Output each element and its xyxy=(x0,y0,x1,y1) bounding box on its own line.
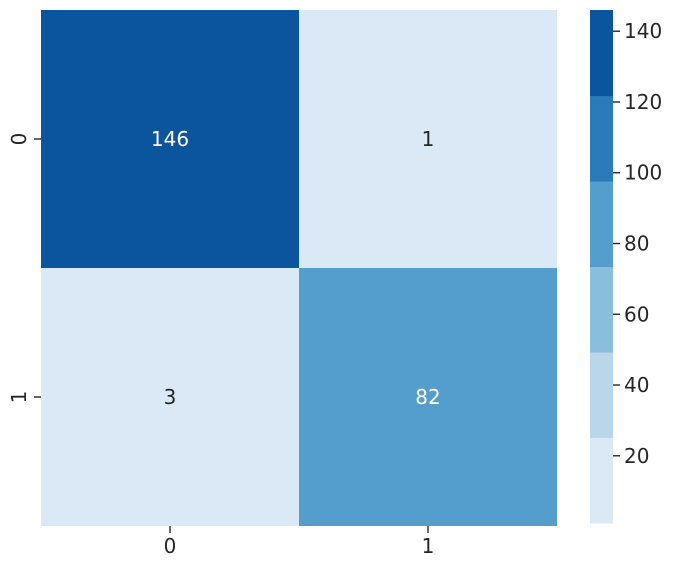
y-tick-label-1: 1 xyxy=(7,391,31,404)
colorbar-tick-label-4: 100 xyxy=(624,161,662,185)
colorbar-band-4 xyxy=(590,95,613,182)
y-axis: 01 xyxy=(7,133,41,404)
heatmap-cells xyxy=(41,10,557,526)
heatmap-cell-0-0 xyxy=(41,10,299,268)
colorbar-band-2 xyxy=(590,266,613,353)
colorbar-band-5 xyxy=(590,10,613,97)
x-tick-label-1: 1 xyxy=(422,534,435,558)
cell-value-label-0-1: 1 xyxy=(422,127,435,151)
colorbar-tick-label-6: 140 xyxy=(624,19,662,43)
colorbar-tick-label-5: 120 xyxy=(624,90,662,114)
y-tick-label-0: 0 xyxy=(7,133,31,146)
cell-value-label-1-1: 82 xyxy=(415,385,440,409)
cell-value-label-1-0: 3 xyxy=(164,385,177,409)
colorbar-tick-label-3: 80 xyxy=(624,232,649,256)
heatmap-cell-1-1 xyxy=(299,268,557,526)
heatmap-cell-1-0 xyxy=(41,268,299,526)
colorbar-band-3 xyxy=(590,180,613,268)
heatmap-cell-labels: 146 1 3 82 xyxy=(151,127,441,409)
colorbar-band-1 xyxy=(590,352,613,439)
heatmap-cell-0-1 xyxy=(299,10,557,268)
colorbar-band-0 xyxy=(590,437,613,524)
x-tick-label-0: 0 xyxy=(164,534,177,558)
colorbar: 20 40 60 80 100 120 140 xyxy=(590,10,662,524)
colorbar-tick-label-2: 60 xyxy=(624,302,649,326)
cell-value-label-0-0: 146 xyxy=(151,127,189,151)
colorbar-tick-label-1: 40 xyxy=(624,373,649,397)
colorbar-tick-label-0: 20 xyxy=(624,444,649,468)
